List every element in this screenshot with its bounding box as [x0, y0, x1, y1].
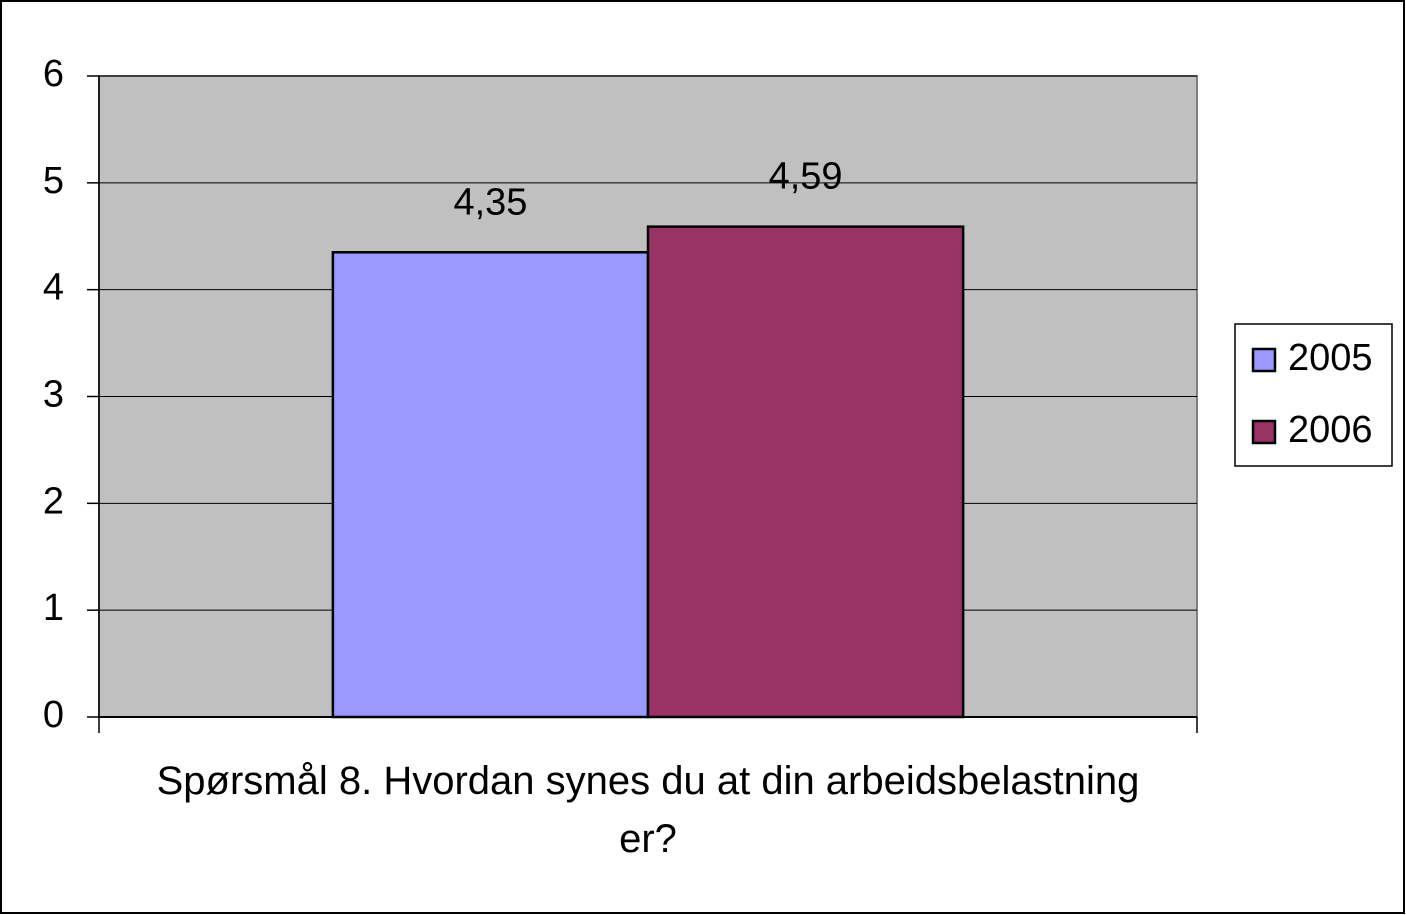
y-tick-label: 3: [43, 374, 64, 416]
legend-swatch: [1251, 419, 1277, 445]
x-category-label: Spørsmål 8. Hvordan synes du at din arbe…: [156, 759, 1140, 861]
y-tick-label: 2: [43, 480, 64, 522]
data-label: 4,59: [769, 156, 843, 198]
y-tick-label: 4: [43, 267, 64, 309]
y-tick-label: 1: [43, 587, 64, 629]
y-tick-label: 5: [43, 160, 64, 202]
legend-label: 2006: [1288, 409, 1373, 451]
legend-label: 2005: [1288, 337, 1373, 379]
y-tick-label: 6: [43, 53, 64, 95]
legend-swatch: [1251, 347, 1277, 373]
data-label: 4,35: [453, 181, 527, 223]
bar: [331, 251, 650, 719]
bar: [646, 225, 965, 719]
y-tick-label: 0: [43, 694, 64, 736]
